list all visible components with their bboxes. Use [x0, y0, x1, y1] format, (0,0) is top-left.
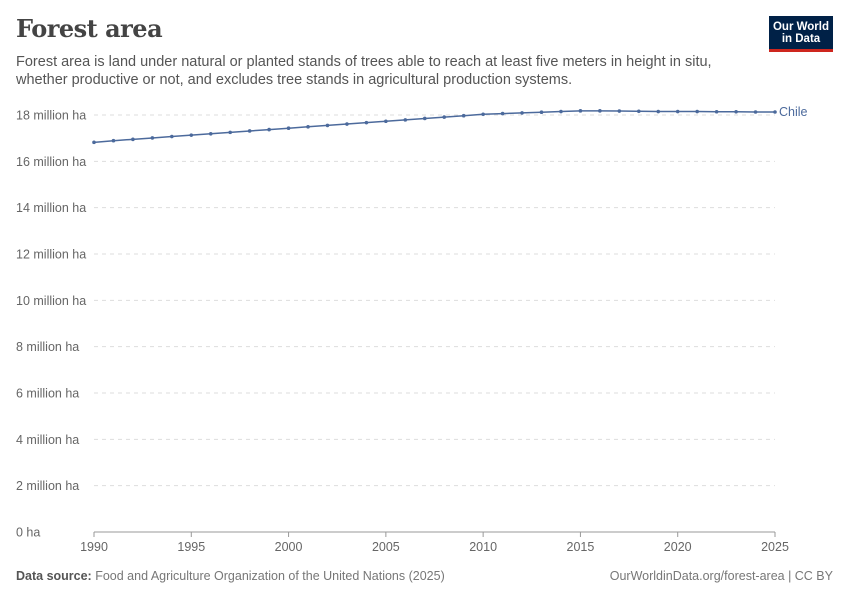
x-tick-label: 2010: [469, 540, 497, 554]
data-source-label: Data source:: [16, 569, 92, 583]
x-tick-label: 1990: [80, 540, 108, 554]
y-tick-label: 4 million ha: [16, 433, 79, 447]
data-point: [92, 140, 96, 145]
data-point: [714, 109, 719, 114]
data-point: [131, 137, 135, 142]
y-tick-label: 2 million ha: [16, 479, 79, 493]
y-tick-label: 6 million ha: [16, 387, 79, 401]
data-point: [656, 109, 661, 114]
y-tick-label: 18 million ha: [16, 109, 86, 123]
owid-logo[interactable]: Our World in Data: [769, 16, 833, 52]
y-tick-label: 12 million ha: [16, 248, 86, 262]
y-tick-label: 10 million ha: [16, 294, 86, 308]
logo-line-2: in Data: [781, 32, 821, 45]
y-tick-label: 16 million ha: [16, 155, 86, 169]
data-point: [500, 111, 505, 116]
data-point: [189, 133, 194, 137]
data-point: [306, 125, 310, 129]
data-point: [578, 109, 583, 113]
data-point: [637, 109, 641, 114]
logo-line-1: Our World: [772, 20, 829, 33]
data-point: [520, 111, 524, 115]
x-tick-label: 2015: [567, 540, 595, 554]
data-point: [598, 109, 602, 113]
y-tick-label: 14 million ha: [16, 201, 86, 215]
y-tick-label: 0 ha: [16, 526, 40, 540]
data-point: [150, 136, 155, 140]
data-point: [325, 123, 330, 128]
chart-subtitle: Forest area is land under natural or pla…: [16, 54, 712, 88]
data-point: [675, 109, 680, 114]
chart-title: Forest area: [16, 14, 163, 43]
data-point: [539, 110, 544, 115]
x-tick-label: 2020: [664, 540, 692, 554]
x-tick-label: 2005: [372, 540, 400, 554]
data-source-link[interactable]: Food and Agriculture Organization of the…: [95, 569, 445, 583]
data-point: [559, 109, 563, 114]
data-point: [422, 116, 427, 121]
data-point: [267, 127, 271, 132]
data-point: [364, 120, 369, 125]
data-point: [753, 110, 758, 114]
data-point: [286, 126, 291, 131]
data-point: [208, 131, 213, 136]
data-point: [442, 115, 447, 119]
y-tick-label: 8 million ha: [16, 340, 79, 354]
url-license[interactable]: OurWorldinData.org/forest-area | CC BY: [609, 569, 833, 583]
data-point: [403, 118, 408, 122]
x-tick-label: 1995: [177, 540, 205, 554]
data-point: [461, 113, 466, 118]
data-point: [773, 110, 777, 114]
series-line-chile: [93, 110, 775, 144]
data-point: [247, 129, 252, 133]
x-tick-label: 2000: [275, 540, 303, 554]
data-source: Data source: Food and Agriculture Organi…: [16, 569, 445, 583]
data-point: [481, 112, 485, 117]
data-point: [384, 119, 388, 124]
x-tick-label: 2025: [761, 540, 789, 554]
data-point: [695, 109, 699, 114]
data-point: [617, 109, 622, 113]
data-point: [345, 122, 349, 126]
data-point: [734, 109, 738, 114]
series-label-chile: Chile: [779, 105, 808, 119]
data-point: [111, 138, 116, 143]
data-point: [170, 134, 174, 139]
data-point: [228, 130, 232, 135]
